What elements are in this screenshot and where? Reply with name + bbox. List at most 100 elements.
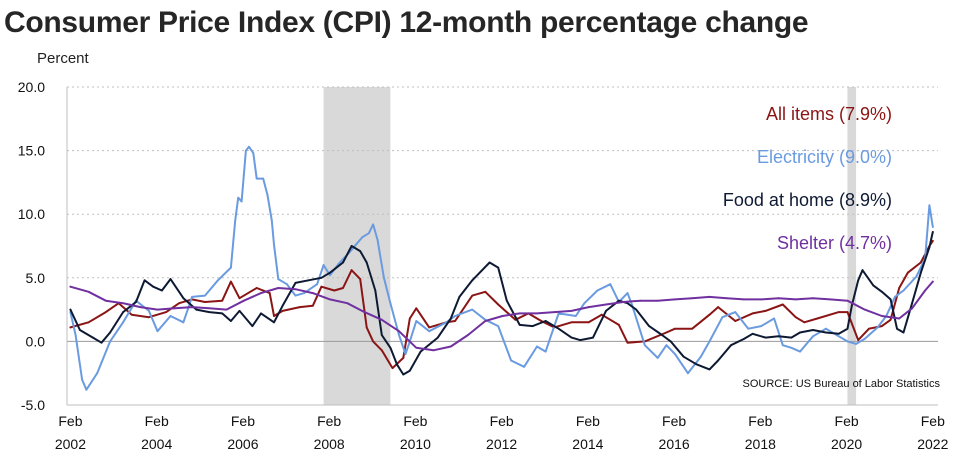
- data-point: [743, 337, 745, 340]
- data-point: [69, 326, 72, 329]
- data-point: [931, 231, 934, 233]
- data-point: [501, 315, 504, 317]
- data-point: [837, 332, 840, 335]
- data-point: [415, 346, 418, 349]
- data-point: [674, 353, 676, 356]
- data-point: [777, 335, 780, 338]
- data-point: [829, 298, 832, 301]
- legend: All items (7.9%) Electricity (9.0%) Food a…: [723, 104, 892, 253]
- data-point: [389, 346, 392, 349]
- data-point: [135, 301, 137, 303]
- data-point: [395, 363, 398, 366]
- data-point: [931, 226, 934, 228]
- data-point: [277, 287, 280, 289]
- data-point: [717, 359, 719, 362]
- data-point: [229, 266, 232, 269]
- data-point: [889, 298, 892, 301]
- data-point: [79, 329, 81, 331]
- x-tick-month: Feb: [145, 413, 169, 429]
- series-line: [69, 280, 934, 352]
- data-point: [751, 312, 754, 315]
- y-tick-label: 15.0: [18, 143, 45, 159]
- data-point: [173, 307, 176, 310]
- data-point: [669, 340, 672, 343]
- x-tick-month: Feb: [662, 413, 686, 429]
- data-point: [911, 307, 914, 310]
- data-point: [281, 309, 284, 312]
- data-point: [374, 289, 377, 292]
- data-point: [536, 345, 538, 348]
- data-point: [863, 337, 866, 340]
- x-tick-month: Feb: [576, 413, 600, 429]
- data-point: [773, 317, 776, 320]
- data-point: [881, 325, 883, 328]
- data-point: [449, 317, 452, 320]
- data-point: [674, 298, 676, 301]
- data-point: [268, 292, 271, 294]
- data-point: [570, 321, 573, 324]
- data-point: [383, 276, 385, 279]
- axes: [66, 87, 938, 406]
- data-point: [432, 349, 435, 352]
- data-point: [311, 304, 314, 307]
- data-point: [266, 194, 269, 197]
- data-point: [656, 299, 659, 302]
- data-point: [717, 306, 719, 308]
- data-point: [928, 246, 931, 249]
- data-point: [91, 336, 94, 339]
- data-point: [695, 363, 698, 366]
- source-note: SOURCE: US Bureau of Labor Statistics: [743, 378, 941, 390]
- data-point: [294, 281, 297, 284]
- data-point: [609, 283, 612, 286]
- data-point: [229, 280, 232, 283]
- data-point: [708, 368, 711, 371]
- series-line: [69, 231, 934, 376]
- data-point: [902, 289, 905, 292]
- data-point: [665, 344, 668, 347]
- data-point: [803, 321, 806, 324]
- y-axis-unit-label: Percent: [37, 50, 89, 67]
- data-point: [691, 297, 694, 300]
- data-point: [794, 298, 797, 301]
- data-point: [130, 313, 133, 316]
- data-point: [191, 306, 193, 308]
- data-point: [557, 312, 560, 315]
- data-point: [361, 236, 364, 238]
- x-tick-month: Feb: [921, 413, 945, 429]
- data-point: [626, 292, 629, 294]
- data-point: [656, 357, 659, 359]
- legend-entry: Electricity (9.0%): [757, 147, 892, 167]
- data-point: [674, 327, 676, 330]
- data-point: [505, 299, 508, 302]
- data-point: [191, 295, 193, 298]
- y-tick-label: 0.0: [26, 333, 46, 349]
- data-point: [812, 335, 814, 338]
- data-point: [359, 278, 362, 280]
- data-point: [311, 292, 314, 294]
- data-point: [618, 299, 620, 302]
- data-point: [906, 271, 909, 274]
- data-point: [104, 299, 107, 302]
- data-point: [389, 302, 392, 305]
- data-point: [626, 302, 629, 305]
- data-point: [919, 261, 922, 264]
- data-point: [380, 318, 383, 321]
- data-point: [902, 331, 905, 334]
- data-point: [104, 311, 107, 314]
- data-point: [367, 232, 370, 235]
- data-point: [846, 327, 849, 330]
- data-point: [596, 289, 599, 292]
- data-point: [467, 334, 469, 336]
- data-point: [458, 295, 461, 298]
- data-point: [156, 330, 159, 333]
- data-point: [372, 340, 375, 343]
- data-point: [398, 330, 400, 333]
- x-tick-year: 2004: [141, 436, 172, 452]
- data-point: [260, 312, 262, 315]
- data-point: [408, 317, 411, 320]
- data-point: [365, 261, 368, 264]
- x-tick-labels: Feb 2002 Feb 2004 Feb 2006 Feb 2008 Feb 2010 Feb 20…: [55, 413, 949, 452]
- data-point: [391, 367, 394, 370]
- x-tick-year: 2010: [400, 436, 431, 452]
- data-point: [931, 280, 934, 283]
